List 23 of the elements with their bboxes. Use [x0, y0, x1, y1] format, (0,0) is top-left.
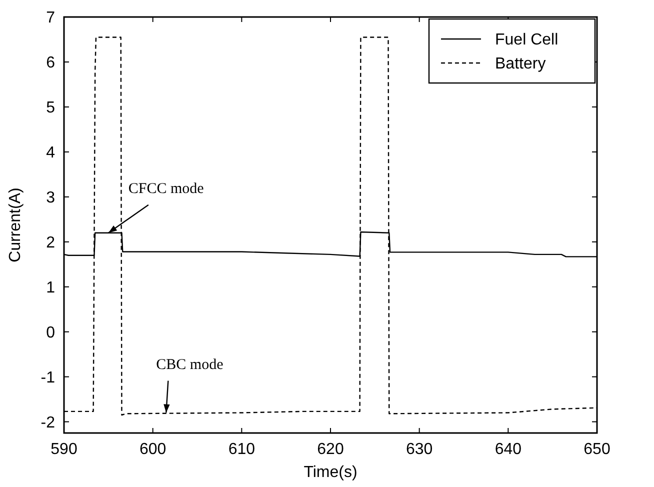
x-axis-title: Time(s)	[304, 464, 358, 481]
x-tick-label: 610	[228, 441, 256, 458]
y-tick-label: 4	[46, 144, 56, 162]
x-tick-label: 620	[317, 441, 344, 458]
y-tick-label: 0	[46, 324, 56, 342]
x-tick-label: 650	[584, 441, 610, 458]
x-tick-label: 600	[139, 441, 166, 458]
x-tick-label: 590	[50, 441, 78, 458]
x-tick-label: 630	[406, 441, 433, 458]
y-tick-label: 6	[46, 54, 56, 72]
y-tick-label: 2	[46, 234, 56, 252]
y-tick-label: 5	[46, 100, 56, 117]
x-tick-label: 640	[494, 441, 522, 458]
annotation: CBC mode	[156, 356, 224, 373]
y-tick-label: -1	[40, 369, 56, 386]
y-axis-title: Current(A)	[7, 188, 24, 262]
annotation: CFCC mode	[128, 180, 204, 197]
y-tick-label: 7	[46, 10, 56, 27]
y-tick-label: 1	[46, 279, 56, 296]
y-tick-label: -2	[40, 414, 56, 432]
legend-label: Fuel Cell	[495, 32, 558, 49]
legend-label: Battery	[495, 56, 546, 73]
y-tick-label: 3	[46, 189, 56, 206]
